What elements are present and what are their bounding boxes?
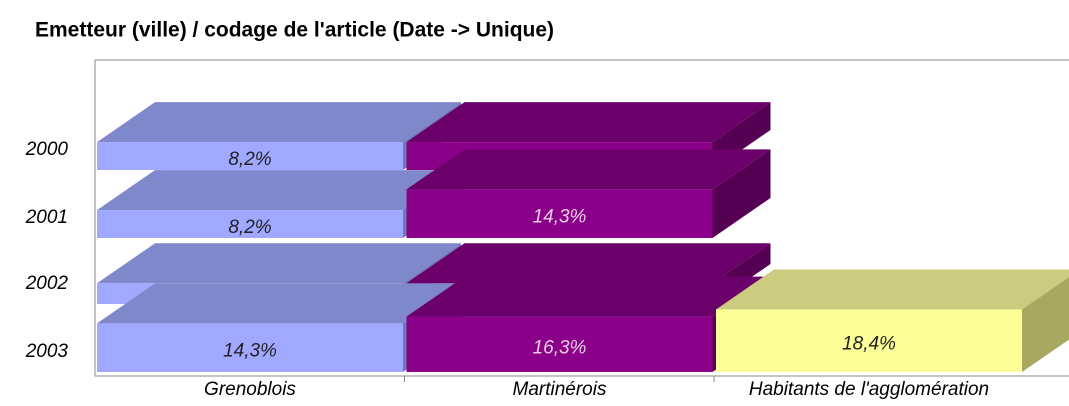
value-label: 14,3% xyxy=(533,207,587,228)
bar-top xyxy=(406,149,771,190)
bar xyxy=(97,210,403,238)
bar-side xyxy=(712,149,771,238)
value-label: 14,3% xyxy=(223,341,277,362)
value-label: 18,4% xyxy=(842,334,896,355)
bar xyxy=(406,189,713,238)
bar-top xyxy=(406,276,771,317)
bar-top xyxy=(406,243,771,284)
bar-top xyxy=(406,102,771,143)
bar-top xyxy=(97,283,461,324)
bar-side xyxy=(1022,277,1069,372)
bar xyxy=(716,309,1022,372)
bar-top xyxy=(716,269,1069,310)
x-tick-label: Habitants de l'agglomération xyxy=(749,379,989,400)
bar-top xyxy=(97,102,461,143)
chart-title: Emetteur (ville) / codage de l'article (… xyxy=(35,19,554,42)
value-label: 8,2% xyxy=(228,217,271,238)
x-tick-label: Grenoblois xyxy=(204,379,296,400)
y-tick-label: 2003 xyxy=(25,341,69,362)
bar-top xyxy=(97,243,461,284)
value-label: 16,3% xyxy=(533,337,587,358)
bar-top xyxy=(97,170,461,211)
y-tick-label: 2001 xyxy=(25,207,68,228)
x-tick-label: Martinérois xyxy=(513,379,607,400)
bar xyxy=(406,316,713,372)
plot-frame xyxy=(94,59,1069,377)
bar xyxy=(97,142,403,170)
bar xyxy=(97,323,403,372)
y-tick-label: 2002 xyxy=(25,273,69,294)
y-tick-label: 2000 xyxy=(25,139,69,160)
value-label: 8,2% xyxy=(228,149,271,170)
